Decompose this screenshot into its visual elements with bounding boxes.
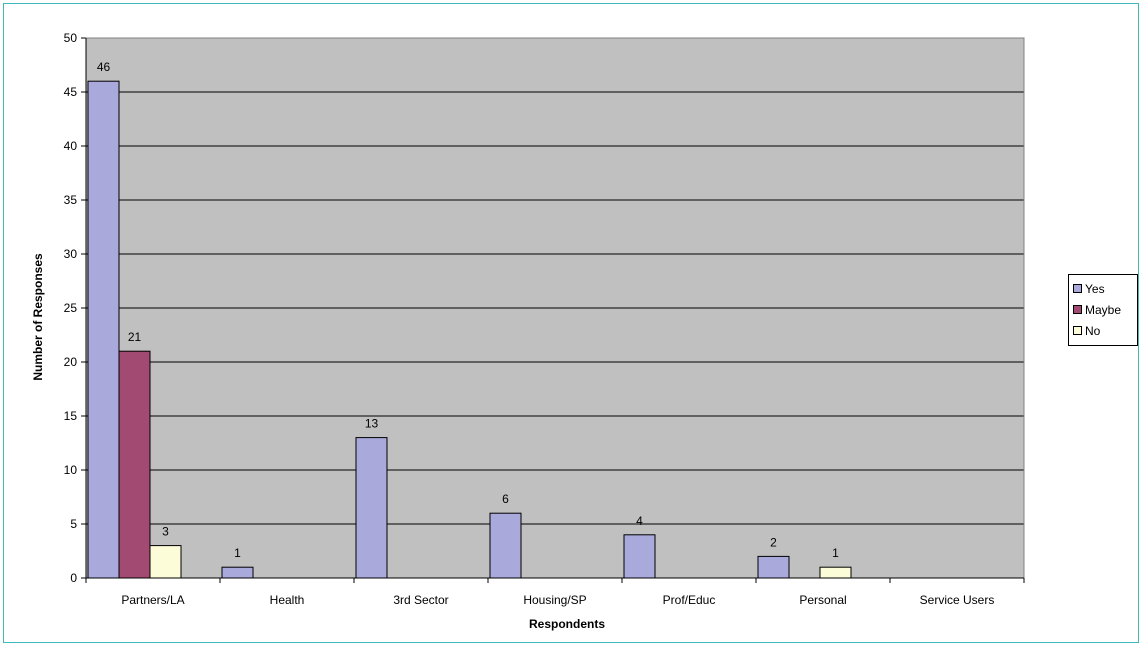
data-label: 21 <box>128 330 142 344</box>
data-label: 2 <box>770 535 777 549</box>
bar-yes-2 <box>355 437 388 579</box>
x-tick-label: Health <box>270 593 305 607</box>
y-tick-label: 25 <box>64 301 78 315</box>
y-tick-label: 5 <box>70 517 77 531</box>
y-axis-title: Number of Responses <box>31 253 45 381</box>
data-label: 1 <box>234 546 241 560</box>
bar-chart: 05101520253035404550462131136421Partners… <box>31 31 1025 631</box>
y-tick-label: 50 <box>64 31 78 45</box>
y-tick-label: 20 <box>64 355 78 369</box>
chart-frame: 0 5 10 15 20 25 30 35 40 45 50 46 21 3 1 13 6 4 2 1 Partners… <box>3 3 1139 643</box>
data-label: 6 <box>502 492 509 506</box>
y-tick-label: 15 <box>64 409 78 423</box>
legend-label: Maybe <box>1085 302 1122 317</box>
plot-area: 05101520253035404550462131136421Partners… <box>64 31 1025 607</box>
legend: Yes Maybe No <box>1068 274 1138 346</box>
bar-yes-5 <box>757 555 790 579</box>
y-tick-label: 40 <box>64 139 78 153</box>
legend-label: Yes <box>1085 281 1105 296</box>
y-tick-label: 45 <box>64 85 78 99</box>
legend-swatch <box>1073 284 1082 293</box>
data-label: 13 <box>365 417 379 431</box>
legend-swatch <box>1073 326 1082 335</box>
data-label: 4 <box>636 514 643 528</box>
bar-yes-4 <box>623 534 656 579</box>
data-label: 3 <box>162 525 169 539</box>
bar-maybe-0 <box>118 350 151 579</box>
bar-no-5 <box>819 566 852 579</box>
bar-yes-3 <box>489 512 522 579</box>
x-tick-label: Partners/LA <box>121 593 184 607</box>
data-label: 1 <box>832 546 839 560</box>
legend-item-yes: Yes <box>1073 278 1137 299</box>
x-tick-label: Prof/Educ <box>663 593 716 607</box>
legend-item-maybe: Maybe <box>1073 299 1137 320</box>
y-tick-label: 10 <box>64 463 78 477</box>
x-tick-label: Service Users <box>920 593 995 607</box>
x-tick-label: Housing/SP <box>523 593 586 607</box>
y-tick-label: 30 <box>64 247 78 261</box>
x-tick-label: 3rd Sector <box>393 593 448 607</box>
bar-no-0 <box>149 545 182 579</box>
legend-item-no: No <box>1073 320 1137 341</box>
y-tick-label: 0 <box>70 571 77 585</box>
x-axis-title: Respondents <box>529 617 605 631</box>
bar-yes-0 <box>87 80 120 579</box>
legend-swatch <box>1073 305 1082 314</box>
bar-yes-1 <box>221 566 254 579</box>
y-tick-label: 35 <box>64 193 78 207</box>
legend-label: No <box>1085 323 1101 338</box>
data-label: 46 <box>97 60 111 74</box>
x-tick-label: Personal <box>799 593 846 607</box>
